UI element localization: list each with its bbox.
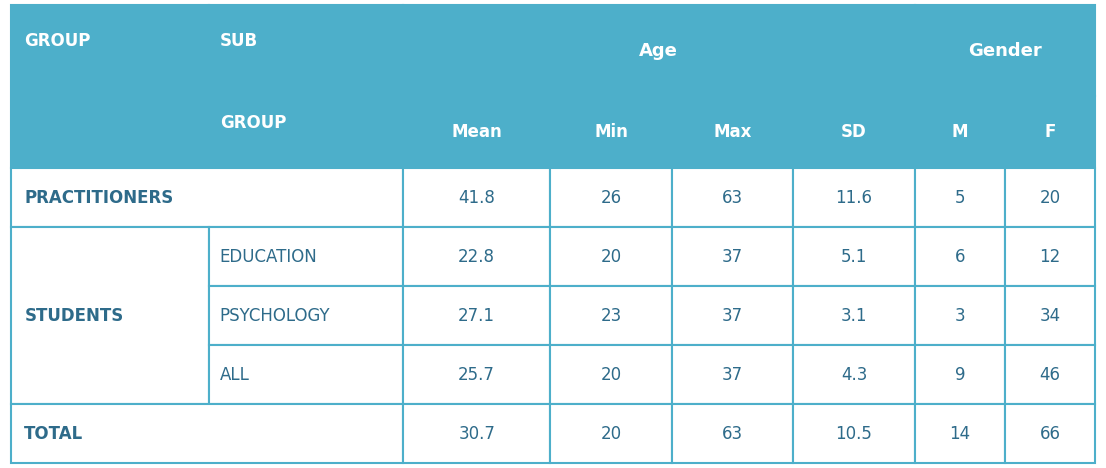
Bar — [11, 227, 209, 404]
Text: GROUP: GROUP — [220, 114, 286, 132]
Text: 6: 6 — [954, 248, 966, 266]
Text: 20: 20 — [601, 425, 622, 443]
Bar — [403, 404, 551, 463]
Text: 11.6: 11.6 — [835, 189, 873, 207]
Bar — [1005, 227, 1095, 286]
Text: Age: Age — [639, 42, 678, 59]
Text: 30.7: 30.7 — [458, 425, 495, 443]
Text: 26: 26 — [601, 189, 622, 207]
Bar — [551, 345, 672, 404]
Bar — [403, 227, 551, 286]
Text: 25.7: 25.7 — [458, 366, 495, 384]
Bar — [209, 227, 403, 286]
Text: 9: 9 — [954, 366, 966, 384]
Text: STUDENTS: STUDENTS — [24, 307, 124, 325]
Text: ALL: ALL — [220, 366, 250, 384]
Bar — [403, 5, 915, 96]
Bar — [209, 5, 403, 168]
Bar — [551, 404, 672, 463]
Bar — [915, 286, 1005, 345]
Text: 5.1: 5.1 — [841, 248, 867, 266]
Bar — [793, 168, 915, 227]
Text: F: F — [1044, 124, 1055, 141]
Text: Gender: Gender — [968, 42, 1042, 59]
Text: Max: Max — [713, 124, 752, 141]
Text: 20: 20 — [601, 366, 622, 384]
Text: 37: 37 — [722, 366, 743, 384]
Text: 41.8: 41.8 — [458, 189, 495, 207]
Text: 20: 20 — [601, 248, 622, 266]
Bar — [551, 286, 672, 345]
Text: 46: 46 — [1040, 366, 1061, 384]
Bar — [915, 5, 1095, 96]
Bar — [551, 168, 672, 227]
Text: Mean: Mean — [451, 124, 502, 141]
Text: SD: SD — [842, 124, 867, 141]
Text: 3: 3 — [954, 307, 966, 325]
Bar — [551, 227, 672, 286]
Bar — [11, 404, 403, 463]
Bar — [403, 168, 551, 227]
Bar — [672, 168, 793, 227]
Bar — [672, 227, 793, 286]
Bar — [11, 5, 209, 168]
Text: 5: 5 — [954, 189, 966, 207]
Text: 14: 14 — [949, 425, 970, 443]
Text: 63: 63 — [722, 189, 743, 207]
Bar — [672, 96, 793, 168]
Text: Min: Min — [594, 124, 628, 141]
Bar — [672, 404, 793, 463]
Text: 23: 23 — [601, 307, 622, 325]
Bar — [1005, 286, 1095, 345]
Bar — [793, 345, 915, 404]
Bar — [403, 286, 551, 345]
Text: M: M — [951, 124, 968, 141]
Bar — [403, 96, 551, 168]
Bar — [915, 404, 1005, 463]
Text: EDUCATION: EDUCATION — [220, 248, 317, 266]
Bar — [11, 168, 403, 227]
Bar — [1005, 96, 1095, 168]
Text: PSYCHOLOGY: PSYCHOLOGY — [220, 307, 331, 325]
Text: SUB: SUB — [220, 32, 258, 50]
Text: GROUP: GROUP — [24, 32, 91, 50]
Bar — [915, 96, 1005, 168]
Bar — [1005, 404, 1095, 463]
Bar — [1005, 168, 1095, 227]
Text: 34: 34 — [1040, 307, 1061, 325]
Bar — [915, 227, 1005, 286]
Bar — [793, 227, 915, 286]
Text: 66: 66 — [1040, 425, 1061, 443]
Bar — [672, 286, 793, 345]
Bar — [209, 286, 403, 345]
Text: 12: 12 — [1040, 248, 1061, 266]
Bar — [551, 96, 672, 168]
Bar — [209, 345, 403, 404]
Text: 37: 37 — [722, 307, 743, 325]
Text: 22.8: 22.8 — [458, 248, 495, 266]
Text: PRACTITIONERS: PRACTITIONERS — [24, 189, 174, 207]
Text: 3.1: 3.1 — [841, 307, 867, 325]
Bar — [672, 345, 793, 404]
Bar — [915, 345, 1005, 404]
Bar — [793, 286, 915, 345]
Bar — [403, 345, 551, 404]
Bar — [915, 168, 1005, 227]
Text: 4.3: 4.3 — [841, 366, 867, 384]
Text: 63: 63 — [722, 425, 743, 443]
Text: 10.5: 10.5 — [835, 425, 873, 443]
Bar — [793, 404, 915, 463]
Bar — [1005, 345, 1095, 404]
Text: 27.1: 27.1 — [458, 307, 495, 325]
Text: 37: 37 — [722, 248, 743, 266]
Text: 20: 20 — [1040, 189, 1061, 207]
Bar — [793, 96, 915, 168]
Text: TOTAL: TOTAL — [24, 425, 84, 443]
